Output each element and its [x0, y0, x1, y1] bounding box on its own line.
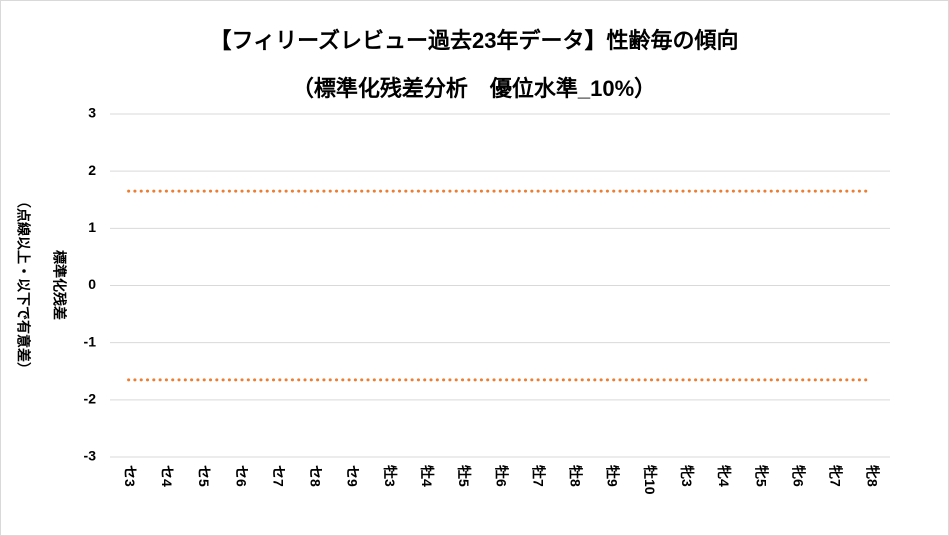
x-tick-label: セ3 [122, 465, 138, 487]
y-tick-label: 1 [88, 219, 96, 235]
y-tick-label: -1 [84, 333, 97, 349]
x-tick-label: 牡9 [605, 465, 621, 487]
chart-subtitle: （標準化残差分析 優位水準_10%） [292, 76, 656, 101]
x-tick-label: 牡7 [530, 465, 546, 487]
y-tick-label: -2 [84, 391, 97, 407]
x-tick-label: セ7 [270, 465, 286, 487]
x-tick-label: 牝7 [828, 465, 844, 487]
x-tick-label: 牝6 [790, 465, 806, 487]
x-tick-label: 牝8 [865, 465, 881, 487]
x-tick-label: 牡6 [493, 465, 509, 487]
x-tick-label: 牝4 [716, 465, 732, 487]
y-tick-label: 3 [88, 105, 96, 121]
x-tick-label: 牡3 [382, 465, 398, 487]
y-tick-label: -3 [84, 448, 97, 464]
y-tick-label: 2 [88, 162, 96, 178]
x-tick-label: セ5 [196, 465, 212, 487]
y-axis-note: （点線以上・以下で有意差） [15, 194, 31, 376]
x-tick-label: 牝3 [679, 465, 695, 487]
x-tick-label: セ6 [233, 465, 249, 487]
y-tick-label: 0 [88, 276, 96, 292]
x-tick-label: 牡5 [456, 465, 472, 487]
y-axis-label: 標準化残差 [51, 250, 67, 320]
x-tick-label: セ8 [308, 465, 324, 487]
x-tick-label: 牡10 [642, 465, 658, 495]
x-tick-label: 牡8 [568, 465, 584, 487]
x-tick-label: 牡4 [419, 465, 435, 487]
x-tick-label: セ4 [159, 465, 175, 487]
x-tick-label: 牝5 [753, 465, 769, 487]
x-tick-label: セ9 [345, 465, 361, 487]
chart-title: 【フィリーズレビュー過去23年データ】性齢毎の傾向 [210, 28, 739, 53]
